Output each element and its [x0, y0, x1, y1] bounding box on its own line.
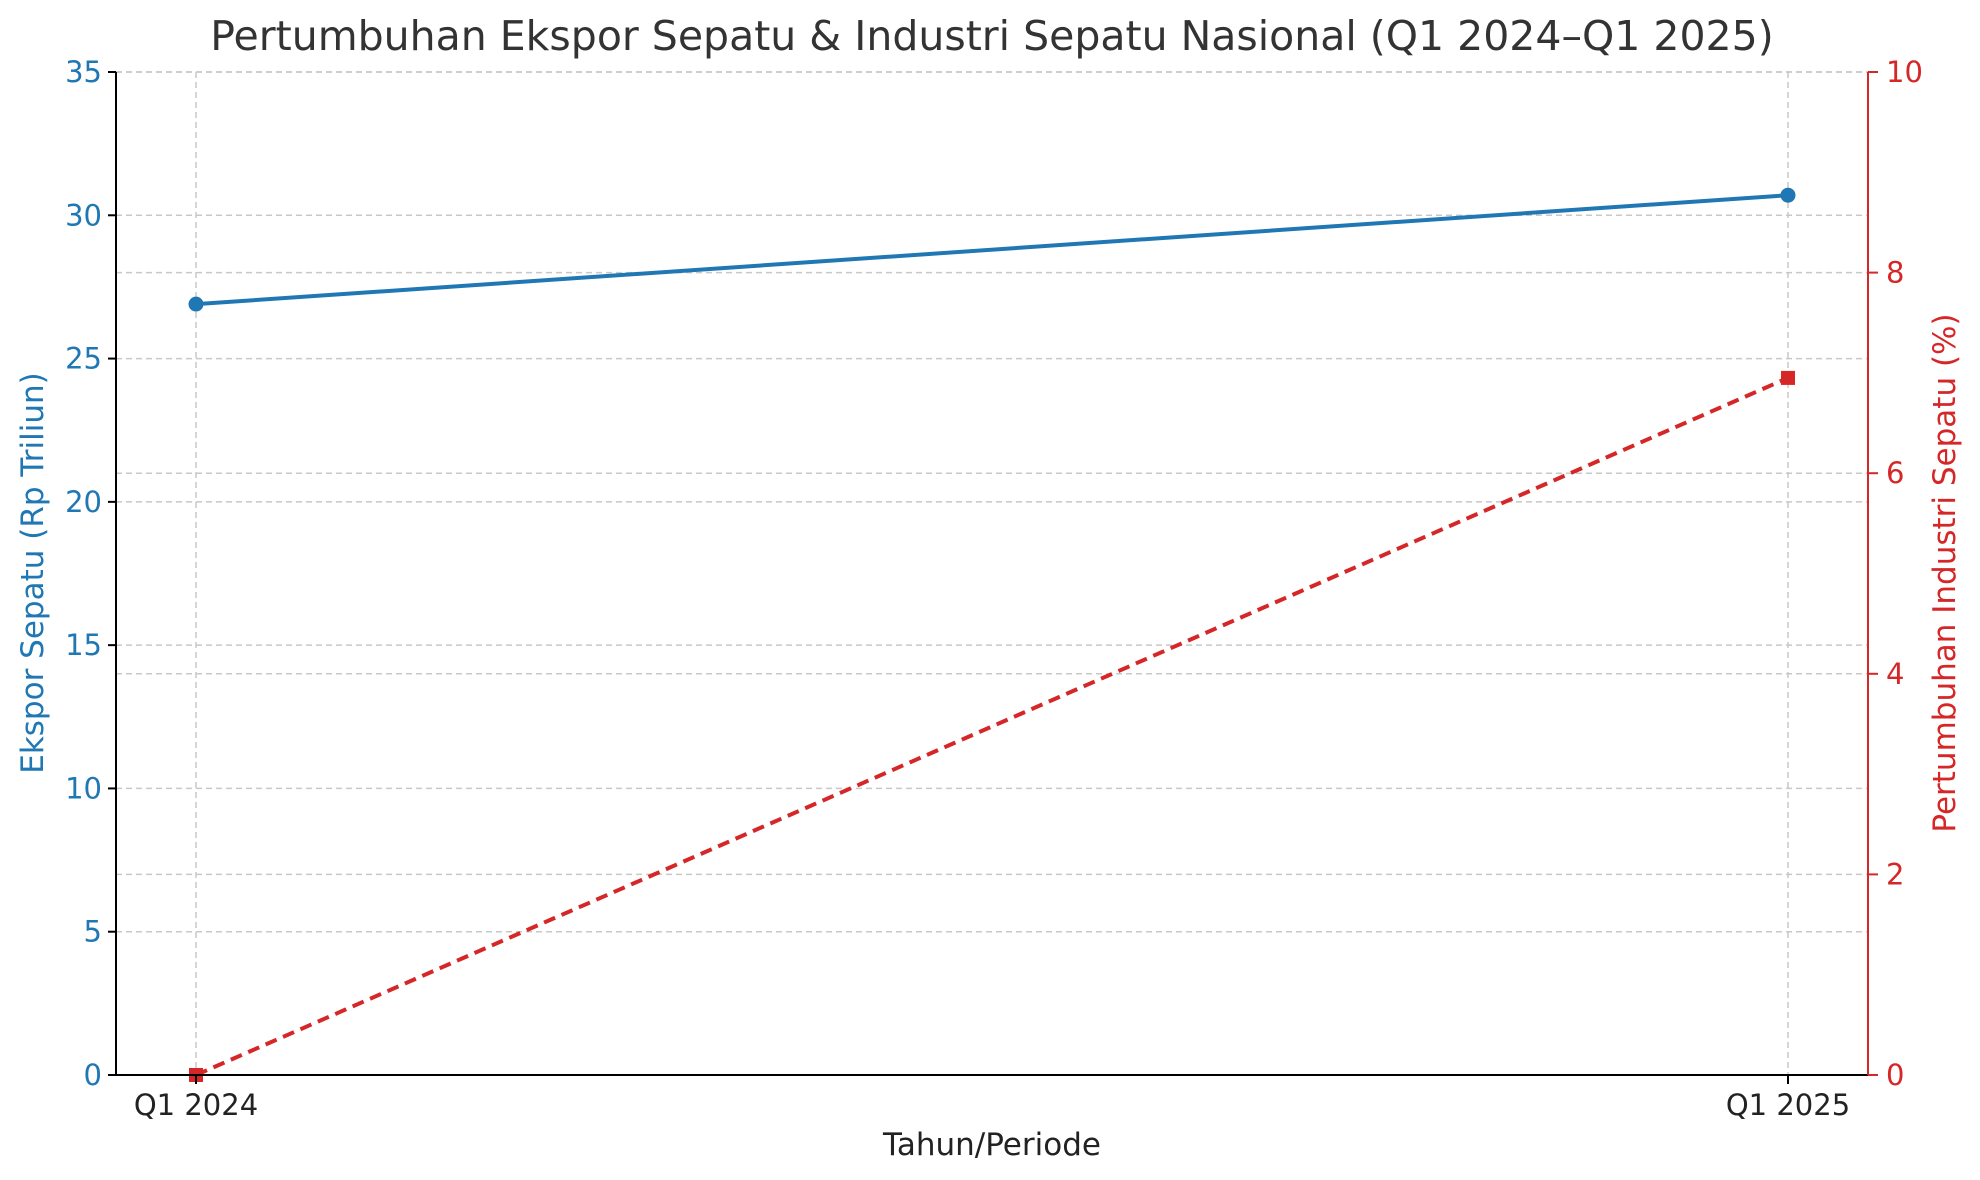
y-tick-label: 10 [65, 771, 102, 805]
y2-tick-label: 2 [1886, 857, 1904, 891]
series-0-point [1780, 187, 1796, 203]
y-tick-label: 0 [84, 1058, 102, 1092]
y2-tick-label: 4 [1886, 657, 1904, 691]
y-tick-label: 15 [65, 628, 102, 662]
series-layer [188, 187, 1796, 1082]
y-tick-label: 20 [65, 485, 102, 519]
y-tick-label: 25 [65, 342, 102, 376]
y-tick-label: 30 [65, 198, 102, 232]
y-axis-label: Ekspor Sepatu (Rp Triliun) [15, 372, 51, 774]
grid [116, 71, 1868, 1076]
y2-axis-label: Pertumbuhan Industri Sepatu (%) [1927, 313, 1963, 832]
series-line-1 [195, 376, 1789, 1077]
y2-tick-label: 0 [1886, 1058, 1904, 1092]
y2-tick-label: 6 [1886, 456, 1904, 490]
x-tick-label: Q1 2025 [1726, 1088, 1850, 1122]
x-tick-label: Q1 2024 [134, 1088, 258, 1122]
y2-tick-label: 10 [1886, 55, 1923, 89]
y-tick-label: 35 [65, 55, 102, 89]
tick-labels: 0 5 10 15 20 25 30 35 0 2 4 6 8 10 Q1 2024 Q1 2025 [65, 55, 1923, 1122]
y-tick-label: 5 [84, 915, 102, 949]
x-axis-label: Tahun/Periode [882, 1127, 1101, 1163]
axes [115, 72, 1869, 1076]
series-0-point [188, 296, 204, 312]
chart-title: Pertumbuhan Ekspor Sepatu & Industri Sep… [210, 12, 1773, 60]
series-1-point [1781, 370, 1795, 385]
series-line-0 [195, 193, 1789, 307]
y2-tick-label: 8 [1886, 256, 1904, 290]
